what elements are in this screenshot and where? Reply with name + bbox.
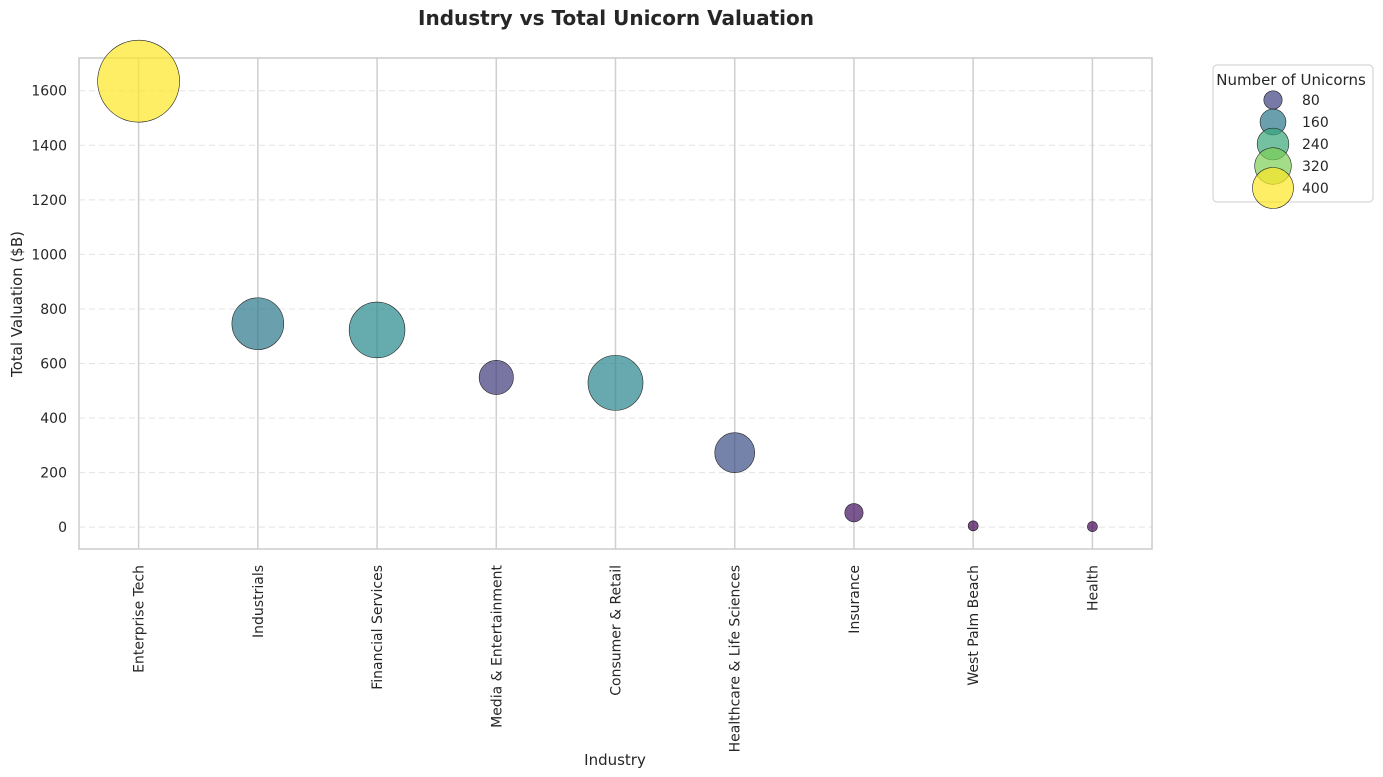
data-point xyxy=(587,355,644,411)
data-point xyxy=(714,432,756,473)
legend-label: 160 xyxy=(1302,115,1329,131)
x-tick-label: Insurance xyxy=(847,565,863,634)
chart-title: Industry vs Total Unicorn Valuation xyxy=(418,6,814,30)
x-tick-label: Health xyxy=(1085,565,1101,611)
legend-label: 400 xyxy=(1302,181,1329,197)
y-tick-label: 400 xyxy=(40,411,67,427)
x-tick-label: Enterprise Tech xyxy=(132,565,148,673)
plot-area: 0 200 400 600 800 1000 1200 1400 1600 Enterprise … xyxy=(31,39,1153,752)
legend: Number of Unicorns 80 160 240 320 400 xyxy=(1212,64,1374,209)
y-tick-label: 1600 xyxy=(31,84,67,100)
x-axis-label: Industry xyxy=(584,751,646,769)
y-tick-label: 600 xyxy=(40,357,67,373)
legend-label: 240 xyxy=(1302,137,1329,153)
data-point xyxy=(967,520,979,532)
y-tick-label: 0 xyxy=(58,520,67,536)
plot-frame xyxy=(78,57,1153,550)
y-axis-label: Total Valuation ($B) xyxy=(8,231,26,378)
data-point xyxy=(231,297,285,350)
x-tick-label: Industrials xyxy=(251,565,267,638)
x-tick-label: West Palm Beach xyxy=(966,565,982,686)
x-tick-label: Consumer & Retail xyxy=(609,565,625,696)
y-tick-label: 800 xyxy=(40,302,67,318)
legend-frame xyxy=(1212,64,1374,203)
legend-label: 80 xyxy=(1302,93,1320,109)
y-tick-label: 1200 xyxy=(31,193,67,209)
y-tick-label: 1400 xyxy=(31,138,67,154)
x-tick-label: Media & Entertainment xyxy=(489,564,505,727)
data-point xyxy=(1087,521,1098,532)
legend-label: 320 xyxy=(1302,159,1329,175)
data-point xyxy=(348,301,406,359)
legend-title: Number of Unicorns xyxy=(1216,71,1366,89)
legend-marker xyxy=(1263,90,1283,110)
data-point xyxy=(844,503,864,523)
y-tick-label: 1000 xyxy=(31,247,67,263)
legend-marker xyxy=(1252,167,1294,209)
y-tick-label: 200 xyxy=(40,466,67,482)
data-point xyxy=(97,39,180,123)
data-point xyxy=(478,359,514,395)
x-tick-label: Financial Services xyxy=(370,565,386,690)
x-tick-label: Healthcare & Life Sciences xyxy=(728,565,744,752)
